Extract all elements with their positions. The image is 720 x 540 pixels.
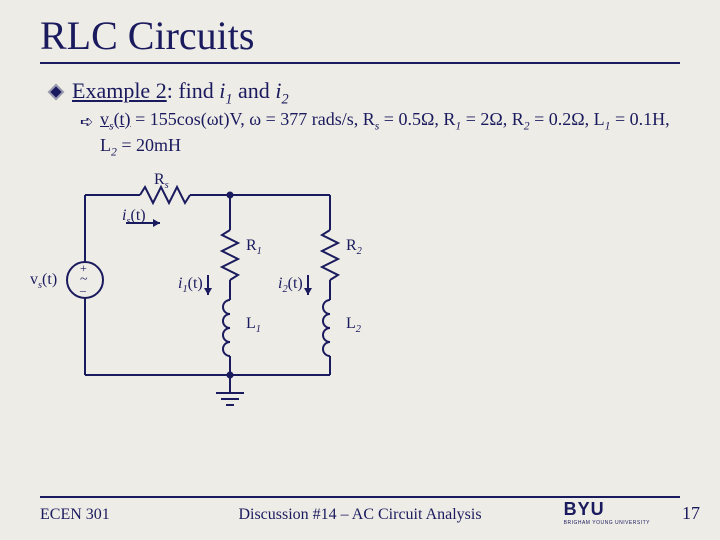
label-i2: i2(t): [278, 275, 303, 295]
label-src-minus: –: [80, 283, 86, 298]
label-vs: vs(t): [30, 271, 57, 291]
label-r2: R2: [346, 237, 362, 257]
sub-bullet-icon: ➪: [80, 112, 93, 132]
label-l1: L1: [246, 315, 261, 335]
label-l2: L2: [346, 315, 361, 335]
byu-logo: BYU BRIGHAM YOUNG UNIVERSITY: [564, 499, 650, 526]
title-underline: [40, 62, 680, 64]
page-number: 17: [682, 503, 700, 524]
slide-title: RLC Circuits: [40, 12, 254, 59]
label-r1: R1: [246, 237, 262, 257]
label-i1: i1(t): [178, 275, 203, 295]
circuit-svg: [30, 175, 410, 435]
given-values: vs(t) = 155cos(ωt)V, ω = 377 rads/s, Rs …: [100, 108, 680, 160]
label-rs: Rs: [154, 171, 169, 191]
example-label: Example 2: [72, 78, 167, 103]
circuit-diagram: vs(t) + ~ – Rs is(t) R1 R2 i1(t) i2(t) L…: [30, 175, 410, 435]
example-heading: Example 2: find i1 and i2: [72, 78, 289, 108]
label-is: is(t): [122, 207, 146, 227]
footer-rule: [40, 496, 680, 498]
